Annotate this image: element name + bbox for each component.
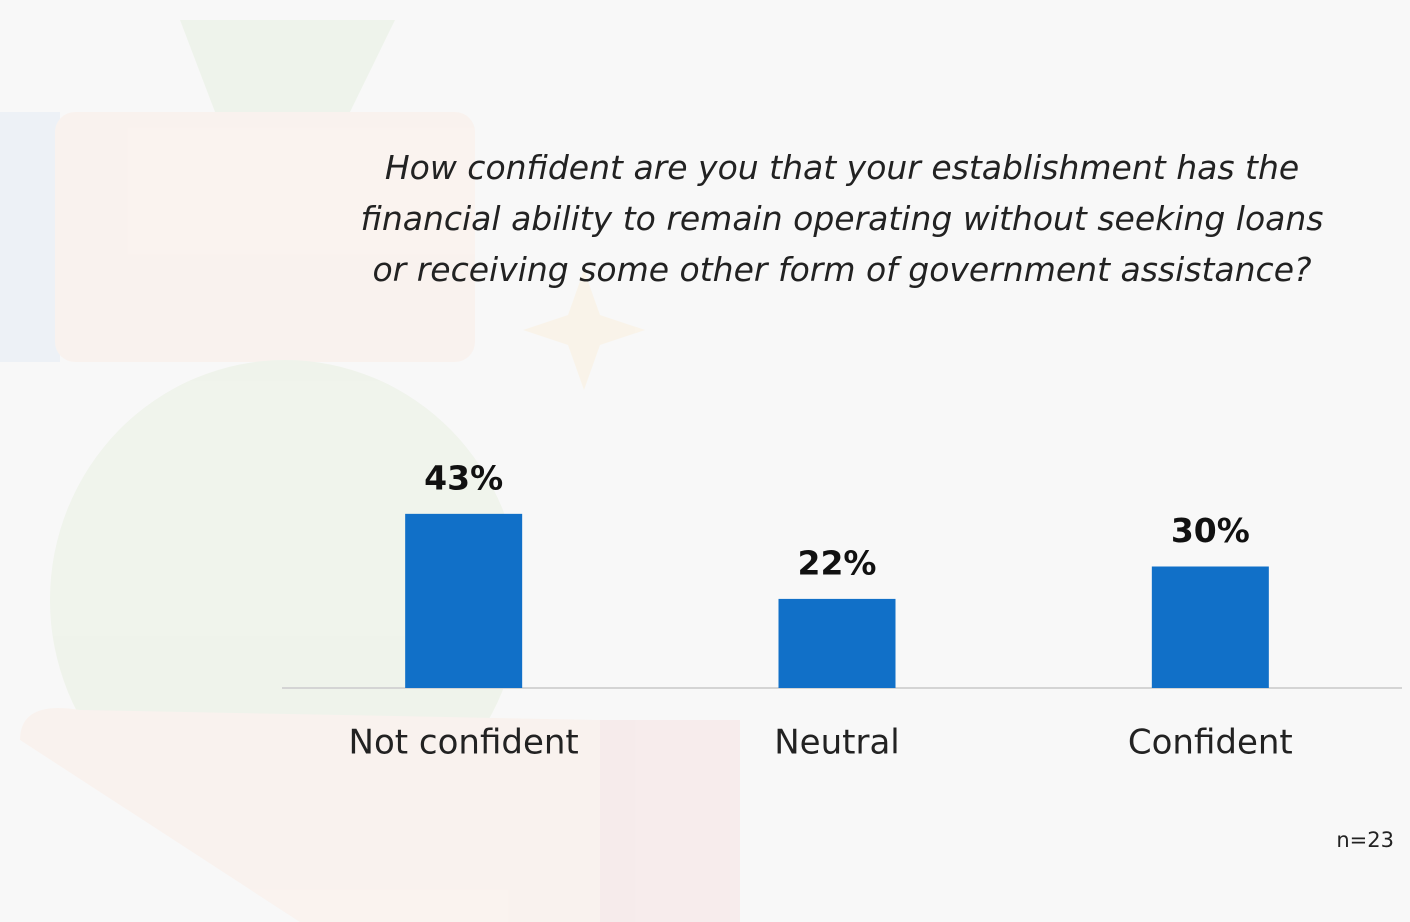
x-tick-label: Confident	[1128, 723, 1293, 763]
chart-title: How confident are you that your establis…	[360, 148, 1324, 289]
bars: 43% Not confident 22% Neutral 30% Confident	[349, 458, 1293, 762]
background-decoration	[0, 20, 740, 922]
bar	[405, 513, 523, 688]
value-label: 30%	[1171, 511, 1250, 550]
bar	[778, 598, 896, 688]
bar	[1151, 566, 1269, 688]
value-label: 43%	[424, 458, 503, 497]
sample-size-note: n=23	[1336, 828, 1394, 852]
value-label: 22%	[798, 543, 877, 582]
x-tick-label: Neutral	[774, 723, 900, 763]
x-tick-label: Not confident	[349, 723, 579, 763]
